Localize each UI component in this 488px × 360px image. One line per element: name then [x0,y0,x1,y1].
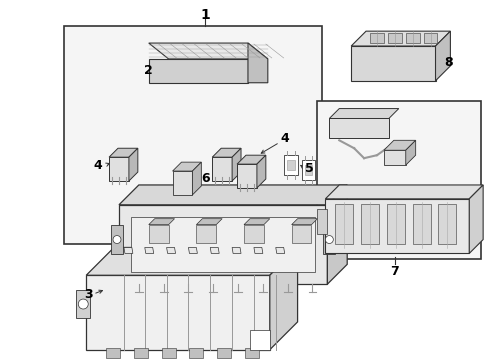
Bar [369,33,383,43]
Polygon shape [119,185,346,205]
Bar [317,100,480,260]
Polygon shape [249,330,269,350]
Bar [111,225,122,255]
Text: 4: 4 [280,132,288,145]
Text: 4: 4 [94,159,102,172]
Polygon shape [172,162,201,171]
Bar [304,165,312,175]
Bar [196,225,216,243]
Polygon shape [129,148,138,181]
Polygon shape [131,217,315,272]
Polygon shape [212,148,241,157]
Polygon shape [256,155,265,188]
Bar [412,204,429,244]
Bar [323,225,335,255]
Bar [291,225,311,243]
Polygon shape [383,140,415,150]
Polygon shape [232,148,241,181]
Bar [64,26,322,244]
Polygon shape [196,219,222,225]
Polygon shape [325,199,468,253]
Bar [335,204,352,244]
Polygon shape [188,247,197,253]
Polygon shape [148,59,247,83]
Polygon shape [405,140,415,165]
Bar [162,348,175,357]
Polygon shape [172,171,192,195]
Polygon shape [148,219,174,225]
Polygon shape [328,109,398,118]
Polygon shape [253,247,263,253]
Bar [286,160,294,170]
Bar [328,118,388,138]
Polygon shape [435,31,449,81]
Bar [148,225,168,243]
Bar [189,348,203,357]
Polygon shape [237,155,265,164]
Text: 7: 7 [389,265,398,278]
Polygon shape [291,219,317,225]
Polygon shape [247,43,267,83]
Polygon shape [86,275,269,350]
Bar [438,204,455,244]
Polygon shape [119,205,326,284]
Polygon shape [237,164,256,188]
Polygon shape [350,46,435,81]
Bar [423,33,437,43]
Polygon shape [144,247,153,253]
Polygon shape [192,162,201,195]
Bar [360,204,378,244]
Polygon shape [232,247,241,253]
Polygon shape [325,185,482,199]
Text: 2: 2 [144,64,153,77]
Polygon shape [275,247,284,253]
Polygon shape [166,247,175,253]
Polygon shape [109,157,129,181]
Text: 5: 5 [305,162,313,175]
Polygon shape [283,155,297,175]
Polygon shape [123,247,133,253]
Polygon shape [212,157,232,181]
Polygon shape [148,43,267,59]
Polygon shape [86,247,297,275]
Bar [217,348,231,357]
Bar [76,290,90,318]
Bar [244,348,258,357]
Polygon shape [383,150,405,165]
Polygon shape [210,247,219,253]
Bar [386,204,404,244]
Text: 1: 1 [200,8,210,22]
Bar [317,209,326,234]
Bar [106,348,120,357]
Circle shape [325,235,333,243]
Polygon shape [269,247,297,350]
Polygon shape [350,31,449,46]
Text: 6: 6 [201,171,209,185]
Polygon shape [301,160,315,180]
Bar [405,33,419,43]
Polygon shape [109,148,138,157]
Text: 3: 3 [84,288,92,301]
Text: 8: 8 [443,57,452,69]
Polygon shape [326,185,346,284]
Bar [244,225,264,243]
Bar [387,33,401,43]
Polygon shape [244,219,269,225]
Circle shape [78,299,88,309]
Circle shape [113,235,121,243]
Polygon shape [468,185,482,253]
Bar [134,348,147,357]
